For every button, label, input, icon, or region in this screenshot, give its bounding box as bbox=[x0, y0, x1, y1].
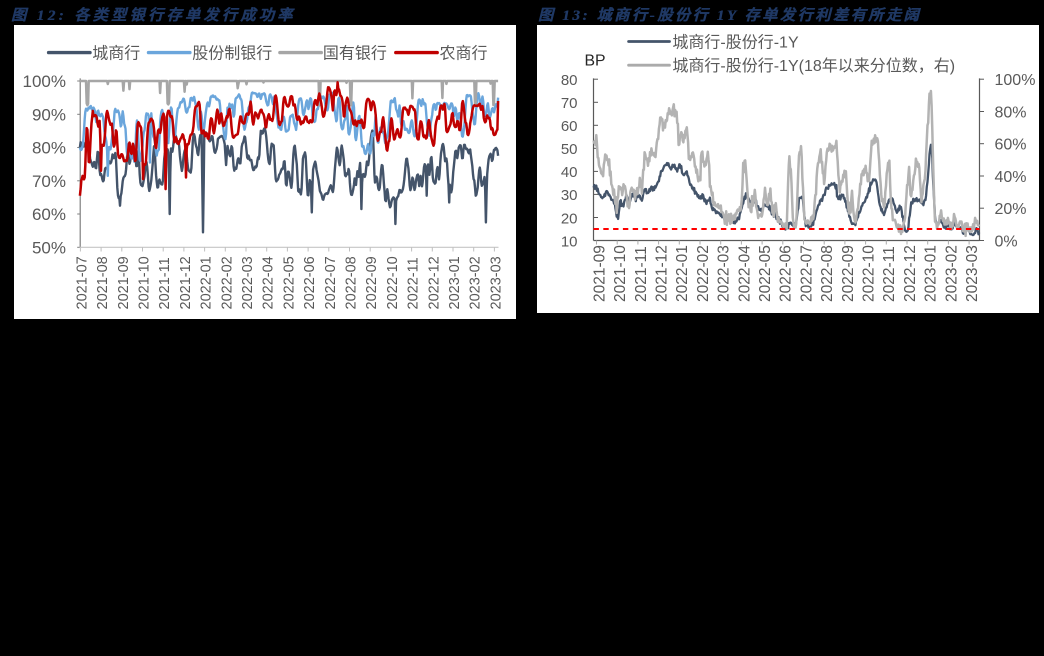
svg-text:10: 10 bbox=[561, 233, 578, 250]
svg-text:2021-09: 2021-09 bbox=[116, 256, 132, 309]
svg-text:20%: 20% bbox=[995, 201, 1027, 218]
svg-text:2023-03: 2023-03 bbox=[964, 245, 981, 302]
svg-text:60: 60 bbox=[561, 118, 578, 135]
svg-text:2021-08: 2021-08 bbox=[95, 256, 111, 309]
svg-text:2022-07: 2022-07 bbox=[323, 256, 339, 309]
svg-text:90%: 90% bbox=[32, 106, 66, 125]
svg-text:80: 80 bbox=[561, 72, 578, 89]
svg-text:2022-08: 2022-08 bbox=[819, 245, 836, 302]
svg-text:农商行: 农商行 bbox=[440, 45, 488, 63]
svg-text:2022-01: 2022-01 bbox=[674, 245, 691, 302]
svg-text:2022-01: 2022-01 bbox=[199, 256, 215, 309]
svg-text:0%: 0% bbox=[995, 233, 1018, 250]
svg-text:60%: 60% bbox=[32, 205, 66, 224]
svg-text:2022-03: 2022-03 bbox=[716, 245, 733, 302]
svg-text:2022-11: 2022-11 bbox=[406, 257, 422, 309]
svg-text:30: 30 bbox=[561, 187, 578, 204]
svg-text:2022-02: 2022-02 bbox=[219, 256, 235, 309]
svg-text:80%: 80% bbox=[32, 139, 66, 158]
svg-text:2022-11: 2022-11 bbox=[881, 246, 898, 302]
svg-text:2022-09: 2022-09 bbox=[364, 256, 380, 309]
svg-text:城商行-股份行-1Y: 城商行-股份行-1Y bbox=[672, 33, 799, 51]
svg-text:70%: 70% bbox=[32, 172, 66, 191]
svg-text:2022-12: 2022-12 bbox=[426, 256, 442, 309]
svg-text:2023-03: 2023-03 bbox=[488, 256, 504, 309]
svg-text:70: 70 bbox=[561, 95, 578, 112]
svg-text:2022-09: 2022-09 bbox=[840, 245, 857, 302]
svg-text:2022-06: 2022-06 bbox=[778, 245, 795, 302]
svg-text:2022-04: 2022-04 bbox=[736, 245, 753, 302]
svg-text:40%: 40% bbox=[995, 169, 1027, 186]
svg-text:2022-02: 2022-02 bbox=[695, 245, 712, 302]
svg-text:2022-10: 2022-10 bbox=[385, 256, 401, 309]
svg-text:2022-03: 2022-03 bbox=[240, 256, 256, 309]
svg-text:20: 20 bbox=[561, 210, 578, 227]
svg-text:2022-04: 2022-04 bbox=[261, 256, 277, 309]
svg-text:国有银行: 国有银行 bbox=[323, 45, 387, 63]
svg-text:100%: 100% bbox=[995, 72, 1036, 89]
svg-text:城商行: 城商行 bbox=[92, 45, 140, 63]
svg-text:50: 50 bbox=[561, 141, 578, 158]
svg-text:城商行-股份行-1Y(18年以来分位数，右): 城商行-股份行-1Y(18年以来分位数，右) bbox=[672, 57, 955, 75]
svg-text:2021-12: 2021-12 bbox=[178, 256, 194, 309]
svg-text:50%: 50% bbox=[32, 239, 66, 258]
svg-text:100%: 100% bbox=[23, 72, 66, 91]
svg-text:BP: BP bbox=[585, 52, 606, 69]
svg-text:2023-01: 2023-01 bbox=[447, 256, 463, 309]
svg-text:2021-10: 2021-10 bbox=[137, 256, 153, 309]
svg-text:2022-08: 2022-08 bbox=[344, 256, 360, 309]
svg-text:2023-02: 2023-02 bbox=[468, 256, 484, 309]
svg-text:40: 40 bbox=[561, 164, 578, 181]
svg-text:股份制银行: 股份制银行 bbox=[192, 45, 272, 63]
svg-text:2022-12: 2022-12 bbox=[902, 245, 919, 302]
svg-text:2022-10: 2022-10 bbox=[861, 245, 878, 302]
svg-text:60%: 60% bbox=[995, 137, 1027, 154]
svg-text:2021-11: 2021-11 bbox=[633, 246, 650, 302]
svg-text:2022-05: 2022-05 bbox=[281, 256, 297, 309]
svg-text:2021-09: 2021-09 bbox=[591, 245, 608, 302]
svg-text:2023-02: 2023-02 bbox=[943, 245, 960, 302]
svg-text:2021-12: 2021-12 bbox=[654, 245, 671, 302]
svg-text:2022-07: 2022-07 bbox=[798, 245, 815, 302]
svg-text:2022-05: 2022-05 bbox=[757, 245, 774, 302]
svg-text:2023-01: 2023-01 bbox=[923, 245, 940, 302]
svg-text:2022-06: 2022-06 bbox=[302, 256, 318, 309]
svg-text:2021-07: 2021-07 bbox=[74, 256, 90, 309]
svg-text:2021-10: 2021-10 bbox=[612, 245, 629, 302]
svg-text:80%: 80% bbox=[995, 104, 1027, 121]
svg-text:2021-11: 2021-11 bbox=[157, 257, 173, 309]
